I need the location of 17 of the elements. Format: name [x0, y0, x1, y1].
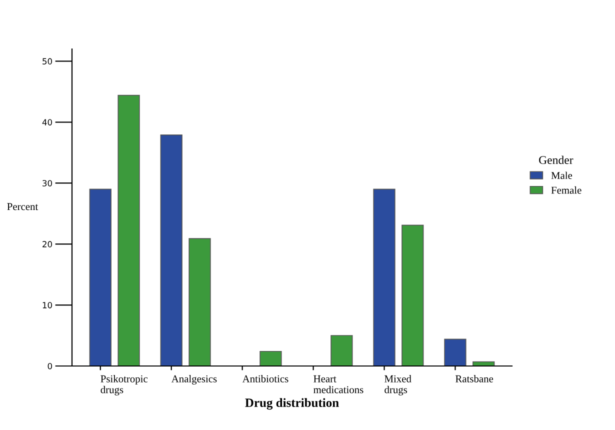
y-tick-label: 0	[48, 362, 52, 370]
x-tick-label: Antibiotics	[242, 375, 288, 382]
y-tick-label: 20	[42, 241, 52, 248]
y-tick-label: 30	[42, 180, 52, 186]
x-tick-label: Psikotropic drugs	[100, 375, 148, 396]
y-axis-title: Percent	[7, 203, 38, 210]
y-tick-label: 50	[42, 58, 52, 64]
x-tick-label: Heart medications	[314, 375, 364, 394]
y-tick-label: 10	[42, 302, 52, 308]
y-tick-label: 40	[42, 119, 52, 126]
legend-title: Gender	[539, 156, 574, 164]
legend-label: Female	[551, 186, 582, 194]
legend-label: Male	[551, 172, 572, 180]
x-tick-label: Ratsbane	[456, 375, 494, 382]
x-tick-label: Analgesics	[171, 375, 217, 385]
x-tick-label: Mixed drugs	[384, 375, 412, 396]
x-axis-title: Drug distribution	[245, 398, 339, 410]
